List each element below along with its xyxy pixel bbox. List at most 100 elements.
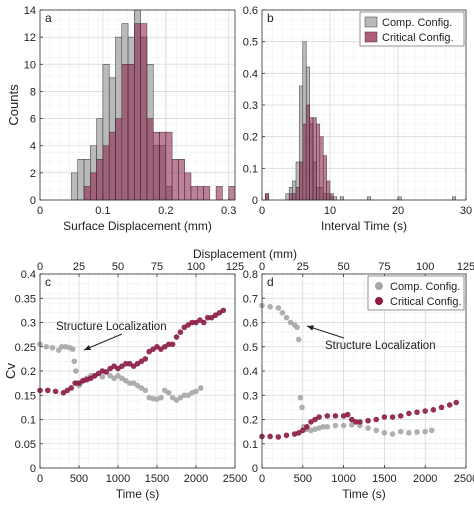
y-tick-label: 0.4: [21, 269, 36, 281]
histogram-bar: [299, 161, 304, 201]
data-point: [142, 387, 149, 394]
y-tick-label: 14: [24, 5, 36, 17]
data-point: [49, 344, 56, 351]
y-tick-label: 0.1: [21, 415, 36, 427]
histogram-bar: [312, 117, 317, 201]
y-axis-label: Cv: [3, 363, 18, 379]
y-tick-label: 0.1: [243, 439, 258, 451]
y-tick-label: 0.05: [15, 439, 36, 451]
histogram-bar: [316, 123, 321, 201]
histogram-bar: [127, 64, 135, 201]
x-tick-label: 2000: [413, 473, 437, 485]
data-point: [43, 343, 50, 350]
data-point: [71, 358, 78, 365]
histogram-bar: [108, 131, 116, 201]
histogram-bar: [184, 172, 192, 201]
data-point: [406, 410, 412, 417]
data-point: [353, 419, 359, 425]
data-point: [275, 305, 282, 311]
data-point: [283, 314, 290, 321]
data-point: [103, 369, 110, 375]
data-point: [193, 388, 199, 395]
top-x-tick-label: 0: [37, 261, 43, 273]
y-tick-label: 0.6: [243, 5, 258, 17]
x-tick-label: 500: [70, 473, 88, 485]
y-tick-label: 0.2: [21, 366, 36, 378]
annotation-text: Structure Localization: [56, 321, 167, 333]
data-point: [299, 404, 305, 411]
y-tick-label: 0.4: [243, 366, 258, 378]
data-point: [324, 423, 331, 430]
histogram-bar: [326, 180, 331, 201]
x-tick-label: 10: [324, 205, 336, 217]
histogram-bar: [302, 123, 307, 201]
histogram-bar: [197, 186, 204, 201]
y-tick-label: 10: [24, 59, 36, 71]
top-x-tick-label: 50: [112, 261, 124, 273]
panel-label: c: [45, 275, 51, 289]
data-point: [59, 343, 65, 350]
data-point: [204, 314, 211, 321]
x-tick-label: 0: [259, 473, 265, 485]
x-tick-label: 20: [392, 205, 404, 217]
histogram-bar: [83, 186, 91, 201]
data-point: [295, 336, 302, 343]
y-tick-label: 0.25: [15, 342, 36, 354]
y-axis-label: Counts: [6, 84, 21, 126]
data-point: [332, 413, 339, 419]
histogram-bar: [329, 193, 334, 201]
legend-marker: [375, 297, 383, 305]
data-point: [308, 419, 314, 425]
data-point: [279, 310, 286, 316]
top-x-tick-label: 125: [457, 261, 474, 273]
top-x-tick-label: 100: [416, 261, 434, 273]
y-tick-label: 0: [252, 195, 258, 207]
data-point: [397, 428, 404, 435]
top-x-tick-label: 25: [73, 261, 85, 273]
data-point: [406, 430, 412, 436]
histogram-bar: [292, 193, 297, 201]
histogram-bar: [96, 159, 104, 201]
histogram-bar: [322, 155, 327, 201]
annotation: Structure Localization: [306, 325, 436, 352]
histogram-bar: [333, 196, 338, 201]
panel-label: a: [45, 11, 52, 25]
histogram-bar: [134, 23, 141, 201]
data-point: [365, 417, 371, 424]
y-tick-label: 0.35: [15, 293, 36, 305]
data-point: [397, 413, 404, 419]
histogram-bar: [90, 172, 97, 201]
data-point: [52, 388, 59, 395]
data-point: [348, 416, 355, 423]
data-point: [287, 319, 294, 326]
data-point: [438, 404, 445, 411]
x-tick-label: 1000: [106, 473, 130, 485]
histogram-bar: [102, 145, 110, 201]
data-point: [68, 385, 74, 391]
y-tick-label: 6: [30, 114, 36, 126]
legend: Comp. Config. Critical Config.: [367, 275, 465, 311]
legend-label: Critical Config.: [382, 32, 454, 44]
data-point: [69, 346, 76, 352]
y-tick-label: 0.2: [243, 132, 258, 144]
data-point: [316, 414, 322, 420]
data-point: [389, 414, 396, 420]
histogram-bar: [285, 193, 290, 201]
data-point: [373, 427, 380, 434]
histogram-bar: [305, 104, 310, 201]
data-point: [320, 423, 327, 430]
histogram-bar: [367, 196, 372, 201]
x-tick-label: 0.3: [221, 205, 236, 217]
histogram-bar: [265, 193, 270, 201]
histogram-bar: [319, 136, 324, 201]
histogram-bar: [288, 193, 293, 201]
data-point: [446, 402, 453, 408]
data-point: [297, 394, 304, 401]
data-point: [73, 368, 79, 374]
panel-label: b: [267, 11, 274, 25]
data-point: [373, 416, 380, 423]
x-tick-label: 0.2: [158, 205, 173, 217]
series-comp-config: [265, 41, 457, 201]
y-tick-label: 0: [30, 195, 36, 207]
